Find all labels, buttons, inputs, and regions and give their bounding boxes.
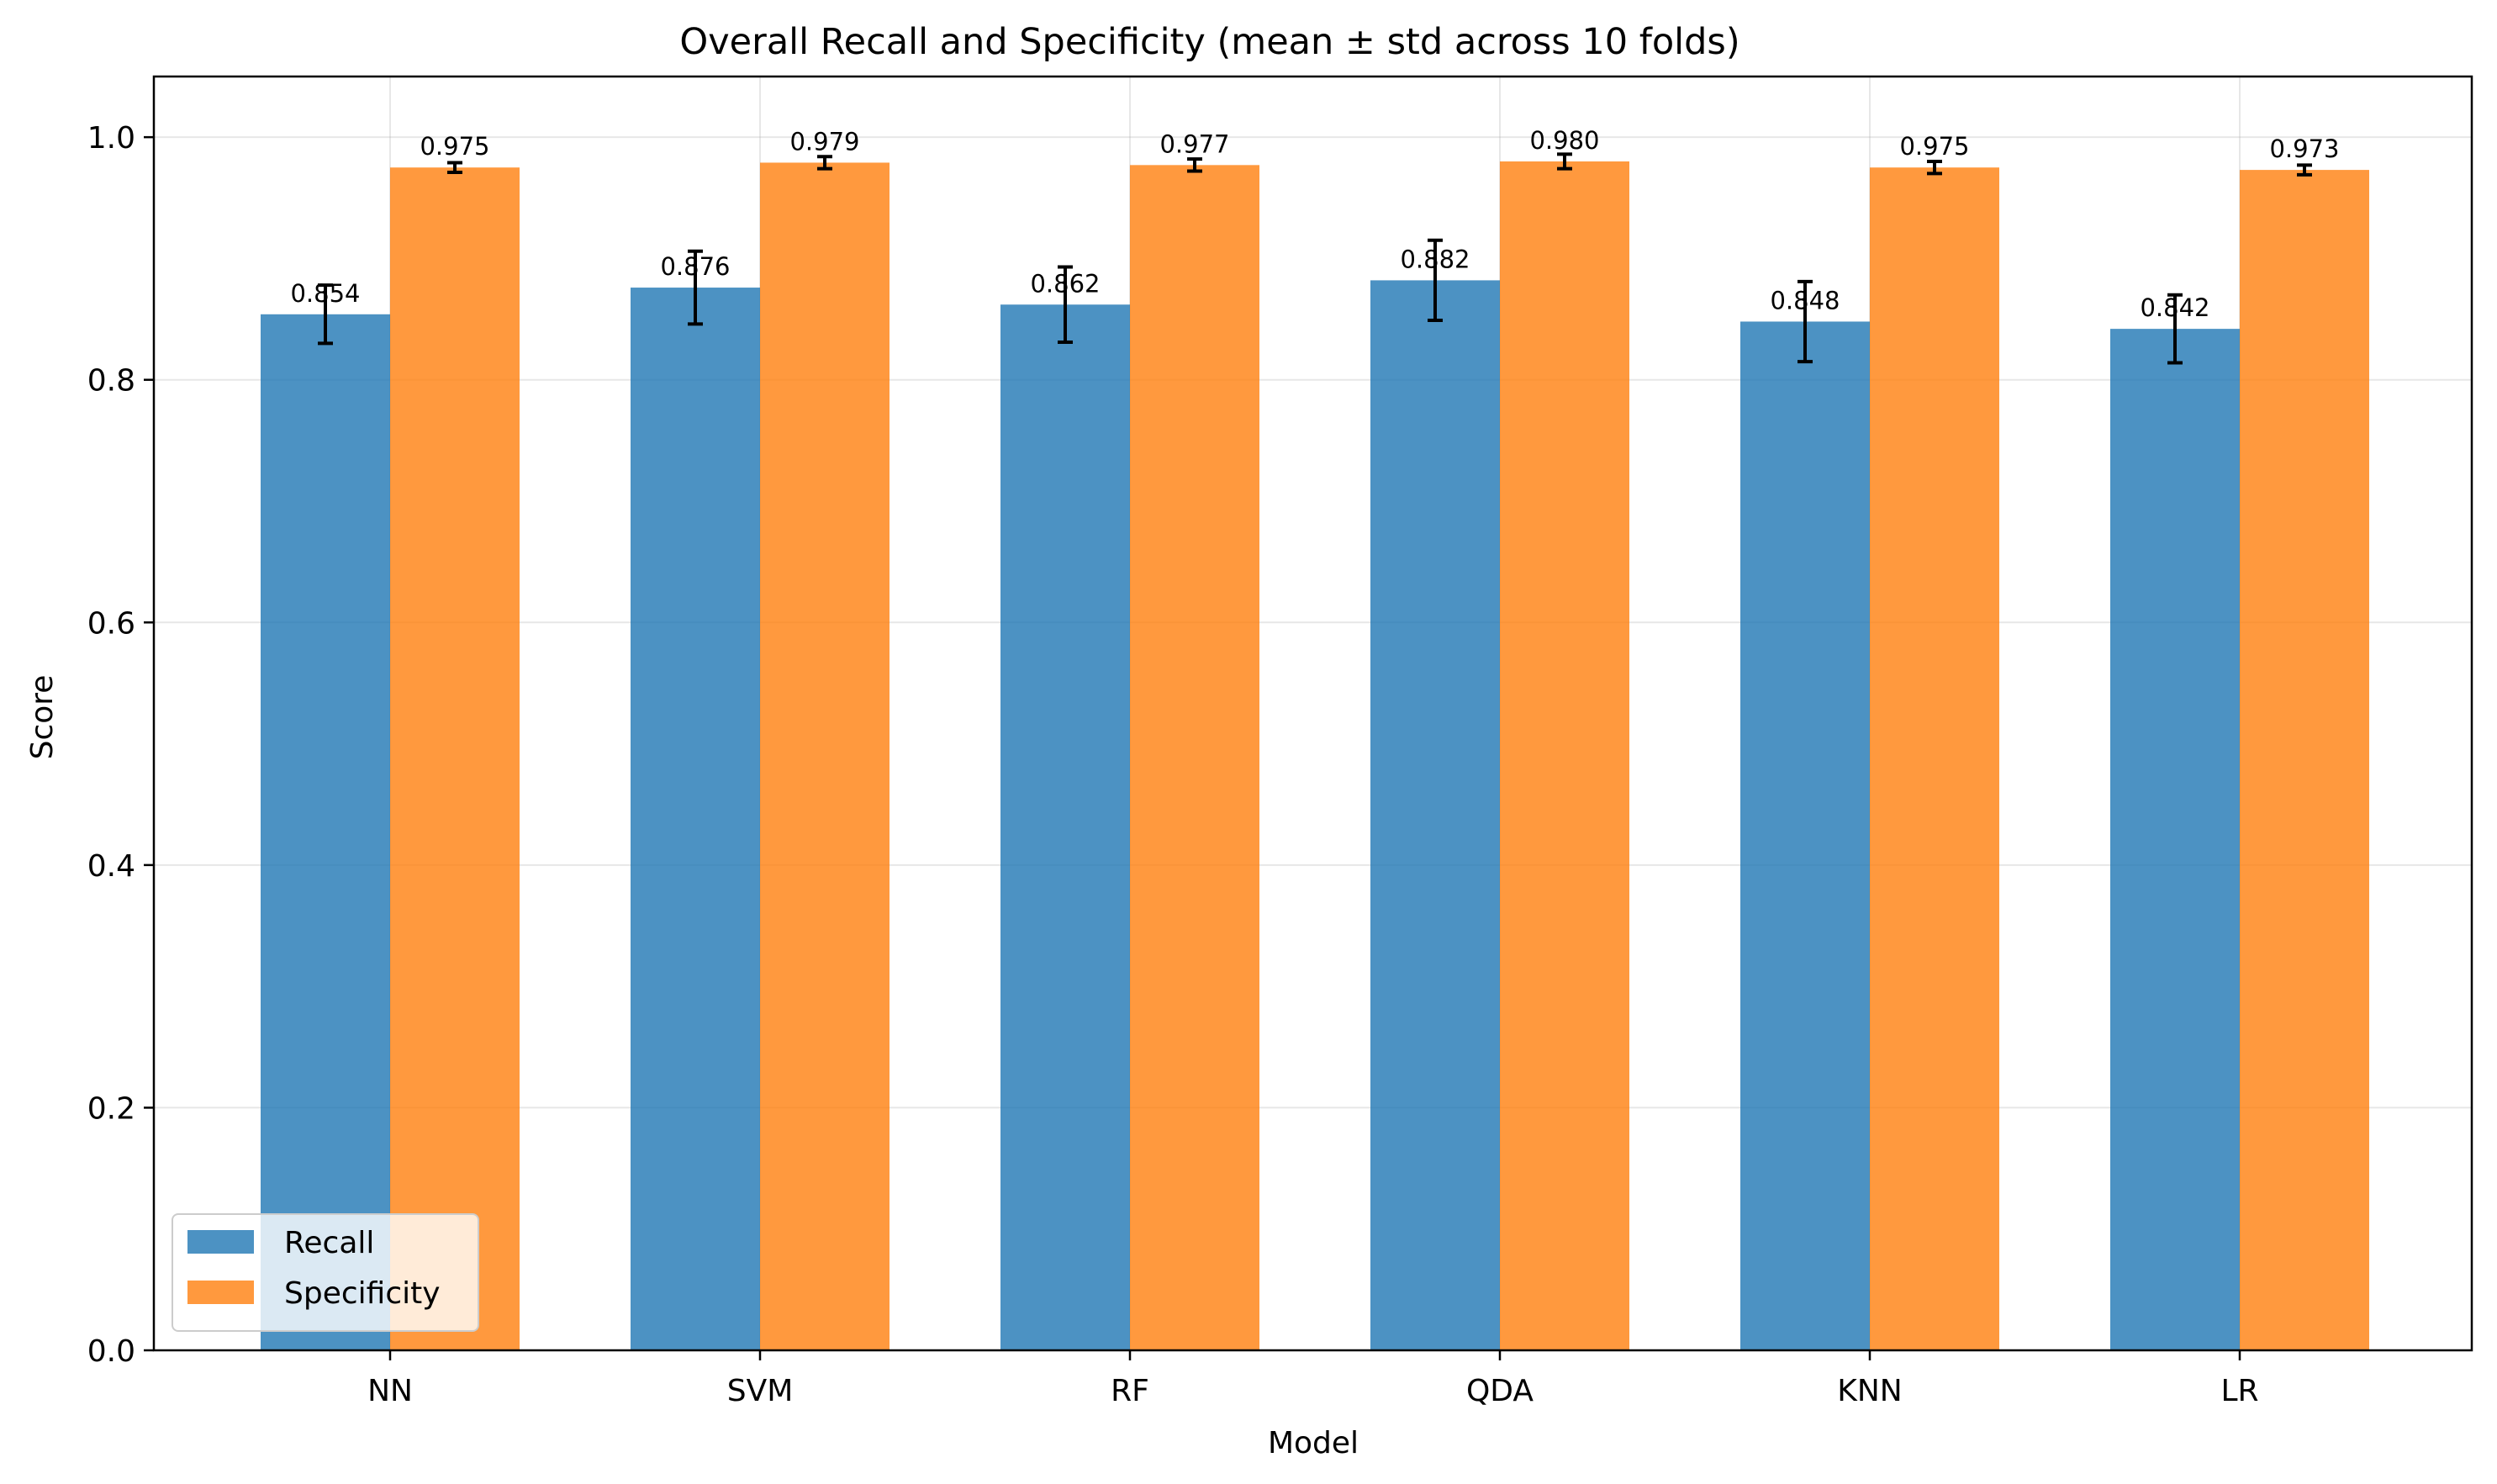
x-axis: NN SVM RF QDA KNN LR — [367, 1350, 2259, 1408]
recall-value-label: 0.848 — [1770, 286, 1840, 314]
recall-value-label: 0.876 — [660, 252, 730, 281]
specificity-value-label: 0.975 — [1899, 132, 1969, 161]
specificity-value-label: 0.973 — [2269, 135, 2339, 163]
specificity-bar-rf — [1130, 165, 1259, 1350]
recall-bar-knn — [1740, 321, 1870, 1350]
bars — [261, 161, 2369, 1351]
legend: Recall Specificity — [172, 1213, 479, 1332]
recall-bar-rf — [1000, 304, 1130, 1351]
x-tick-label-knn: KNN — [1837, 1374, 1902, 1408]
recall-bar-nn — [261, 314, 390, 1350]
x-tick-label-nn: NN — [367, 1374, 413, 1408]
specificity-value-label: 0.980 — [1529, 126, 1599, 155]
recall-value-label: 0.854 — [290, 279, 360, 308]
x-axis-title: Model — [1268, 1426, 1359, 1460]
specificity-bar-qda — [1500, 161, 1629, 1350]
plot-area-frame — [152, 75, 2473, 1352]
legend-swatch-recall — [187, 1230, 254, 1254]
recall-value-label: 0.882 — [1400, 245, 1470, 273]
legend-label-recall: Recall — [284, 1226, 374, 1260]
chart-title: Overall Recall and Specificity (mean ± s… — [679, 21, 1739, 63]
legend-swatch-specificity — [187, 1281, 254, 1304]
specificity-bar-nn — [390, 167, 520, 1351]
specificity-bar-svm — [760, 162, 890, 1350]
recall-value-label: 0.842 — [2140, 293, 2209, 322]
specificity-value-label: 0.975 — [420, 132, 489, 161]
specificity-value-label: 0.979 — [789, 127, 859, 156]
y-tick-label: 0.8 — [87, 364, 135, 399]
y-tick-label: 0.4 — [87, 849, 135, 884]
y-tick-label: 0.2 — [87, 1091, 135, 1126]
legend-label-specificity: Specificity — [284, 1276, 441, 1311]
specificity-value-label: 0.977 — [1159, 129, 1229, 158]
specificity-bar-lr — [2240, 170, 2369, 1351]
recall-bar-qda — [1370, 280, 1500, 1350]
y-axis: 0.0 0.2 0.4 0.6 0.8 1.0 — [87, 121, 154, 1369]
y-tick-label: 1.0 — [87, 121, 135, 156]
data-labels: 0.854 0.876 0.862 0.882 0.848 0.842 0.975 0.979… — [290, 126, 2339, 322]
x-tick-label-lr: LR — [2220, 1374, 2258, 1408]
recall-bar-lr — [2110, 329, 2240, 1351]
recall-value-label: 0.862 — [1030, 269, 1100, 298]
y-tick-label: 0.0 — [87, 1334, 135, 1369]
specificity-bar-knn — [1870, 167, 1999, 1351]
y-tick-label: 0.6 — [87, 606, 135, 641]
y-axis-title: Score — [25, 675, 60, 760]
x-tick-label-svm: SVM — [727, 1374, 794, 1408]
x-tick-label-rf: RF — [1111, 1374, 1149, 1408]
error-bars — [318, 152, 2312, 365]
recall-bar-svm — [631, 288, 760, 1350]
x-tick-label-qda: QDA — [1466, 1374, 1534, 1408]
